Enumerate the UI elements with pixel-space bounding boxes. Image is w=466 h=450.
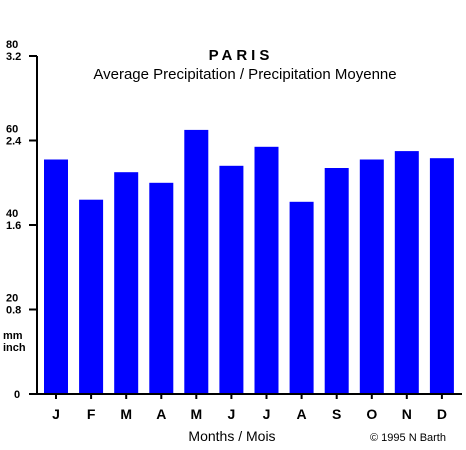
x-axis-label: Months / Mois [188, 428, 275, 444]
bar-11 [394, 151, 419, 394]
x-tick-label: M [120, 406, 132, 422]
x-tick-label: O [366, 406, 377, 422]
y-tick-label-inch: 0.8 [6, 305, 21, 317]
chart-title: PARIS [209, 47, 274, 64]
bar-3 [114, 172, 139, 394]
bar-9 [324, 168, 349, 394]
x-tick-label: S [332, 406, 341, 422]
x-tick-label: J [228, 406, 236, 422]
bar-2 [79, 199, 104, 394]
bar-7 [254, 146, 279, 394]
copyright-credit: © 1995 N Barth [370, 432, 446, 444]
x-tick-label: J [52, 406, 60, 422]
x-tick-label: J [263, 406, 271, 422]
unit-inch-label: inch [3, 342, 26, 354]
bars-group [44, 129, 454, 395]
y-tick-label-mm: 80 [6, 39, 18, 51]
chart-subtitle: Average Precipitation / Precipitation Mo… [93, 66, 396, 83]
y-tick-label-mm: 20 [6, 293, 18, 305]
y-tick-label-mm: 0 [14, 389, 20, 401]
bar-4 [149, 182, 174, 395]
x-tick-label: D [437, 406, 447, 422]
x-tick-label: M [190, 406, 202, 422]
y-tick-label-mm: 60 [6, 124, 18, 136]
bar-5 [184, 129, 209, 394]
y-tick-label-inch: 3.2 [6, 51, 21, 63]
y-tick-label-inch: 1.6 [6, 220, 21, 232]
y-ticks-group: 0 200.8 401.6 602.4 803.2 [6, 39, 37, 401]
bar-6 [219, 165, 244, 394]
x-tick-label: A [156, 406, 166, 422]
y-tick-label-mm: 40 [6, 208, 18, 220]
x-tick-label: N [402, 406, 412, 422]
x-tick-label: F [87, 406, 96, 422]
bar-1 [44, 159, 68, 394]
x-tick-label: A [297, 406, 307, 422]
bar-12 [429, 158, 454, 394]
y-tick-label-inch: 2.4 [6, 136, 22, 148]
bar-8 [289, 201, 314, 394]
bar-10 [359, 159, 384, 394]
unit-mm-label: mm [3, 330, 23, 342]
